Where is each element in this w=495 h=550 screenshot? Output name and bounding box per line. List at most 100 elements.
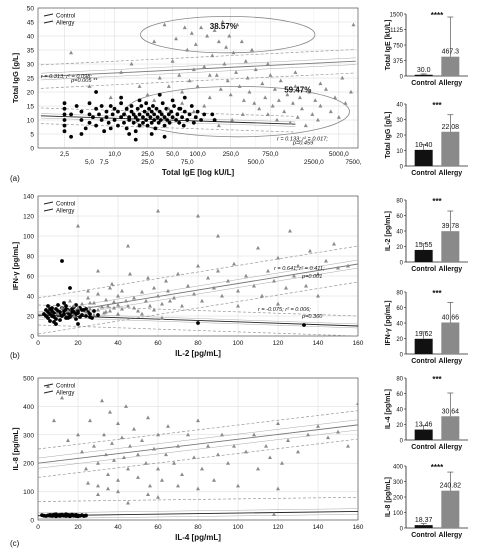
x-tick-label: 2500,0 (304, 159, 324, 166)
x-tick-label: 500,0 (248, 159, 265, 166)
data-point-control (177, 120, 182, 125)
data-point-control (157, 109, 162, 114)
y-tick-label: 40 (396, 229, 403, 235)
data-point-allergy (119, 70, 124, 74)
x-tick-label: 100,0 (190, 151, 207, 158)
data-point-allergy (152, 285, 156, 290)
data-point-allergy (293, 70, 298, 74)
data-point-allergy (252, 283, 256, 288)
data-point-allergy (216, 268, 220, 273)
data-point-control (62, 112, 67, 117)
data-point-allergy (252, 432, 256, 437)
data-point-allergy (310, 112, 315, 116)
data-point-allergy (136, 452, 140, 457)
data-point-allergy (239, 39, 244, 44)
confidence-band-allergy (38, 267, 358, 321)
x-axis-label: IL-2 [pg/mL] (175, 349, 221, 358)
significance-label: *** (432, 197, 442, 206)
data-point-allergy (270, 103, 275, 108)
data-point-control (74, 317, 78, 321)
x-tick-label: 140 (313, 340, 324, 347)
data-point-allergy (243, 59, 248, 63)
x-tick-label: 140 (313, 524, 324, 531)
data-point-allergy (108, 285, 112, 290)
data-point-control (180, 115, 184, 120)
data-point-allergy (166, 424, 170, 428)
y-tick-label: 40 (27, 294, 35, 301)
data-point-allergy (212, 285, 216, 290)
data-point-allergy (122, 455, 126, 460)
x-axis-label: Total IgE [log kU/L] (162, 168, 235, 177)
data-point-allergy (220, 19, 225, 24)
x-tick-label: 7,5 (100, 159, 109, 166)
category-label-control: Control (411, 358, 436, 365)
data-point-allergy (236, 288, 240, 293)
data-point-control (162, 134, 167, 139)
data-point-control (156, 120, 161, 125)
y-tick-label: 0 (400, 352, 404, 358)
data-point-control (112, 106, 117, 111)
data-point-control (83, 126, 88, 131)
annotation: r = 0.641; r² = 0.411; (274, 266, 325, 272)
x-tick-label: 50,0 (166, 151, 179, 158)
y-tick-label: 60 (27, 274, 35, 281)
data-point-allergy (164, 278, 168, 283)
data-point-allergy (69, 50, 74, 55)
data-point-control (148, 115, 153, 120)
data-point-control (48, 319, 52, 323)
data-point-allergy (228, 92, 233, 97)
y-tick-label: 140 (23, 194, 34, 201)
data-point-allergy (160, 478, 164, 482)
data-point-allergy (80, 449, 84, 454)
data-point-control (139, 104, 144, 108)
data-point-allergy (140, 289, 144, 294)
data-point-allergy (100, 304, 104, 309)
data-point-control (133, 137, 138, 142)
legend-entry-control: Control (56, 384, 75, 390)
x-tick-label: 80 (194, 524, 202, 531)
data-point-allergy (146, 492, 150, 496)
data-point-allergy (132, 295, 136, 300)
data-point-control (129, 104, 134, 108)
data-point-allergy (66, 438, 70, 442)
plot-content (38, 208, 358, 336)
data-point-control (58, 318, 62, 322)
group-ellipse (124, 85, 350, 138)
data-point-allergy (104, 452, 108, 457)
data-point-allergy (299, 106, 304, 111)
data-point-allergy (126, 243, 130, 248)
confidence-band-allergy (38, 429, 358, 469)
data-point-allergy (116, 478, 120, 482)
data-point-allergy (84, 466, 88, 471)
data-point-control (302, 323, 306, 327)
data-point-allergy (166, 106, 171, 111)
annotation: r = -0.075; r² = 0.006; (258, 307, 311, 313)
data-point-allergy (214, 73, 219, 77)
panel-label-a: (a) (10, 174, 20, 183)
data-point-control (181, 123, 186, 128)
confidence-band-control (40, 113, 296, 123)
data-point-control (119, 101, 124, 106)
data-point-control (145, 112, 150, 117)
data-point-allergy (276, 301, 280, 306)
data-point-allergy (284, 285, 288, 290)
data-point-control (137, 112, 142, 117)
data-point-allergy (286, 438, 290, 442)
data-point-allergy (164, 452, 168, 457)
data-point-allergy (313, 98, 318, 102)
data-point-allergy (268, 455, 272, 460)
series-allergy (46, 384, 358, 516)
x-tick-label: 20 (74, 340, 82, 347)
data-point-control (155, 115, 160, 120)
data-point-control (162, 123, 167, 128)
data-point-allergy (112, 299, 116, 304)
data-point-control (84, 307, 88, 311)
data-point-allergy (265, 61, 270, 66)
data-point-allergy (189, 31, 194, 35)
data-point-control (127, 115, 132, 120)
data-point-allergy (200, 298, 204, 303)
data-point-control (80, 308, 84, 312)
plot-frame (37, 195, 359, 337)
data-point-control (84, 513, 88, 518)
data-point-control (108, 126, 113, 131)
